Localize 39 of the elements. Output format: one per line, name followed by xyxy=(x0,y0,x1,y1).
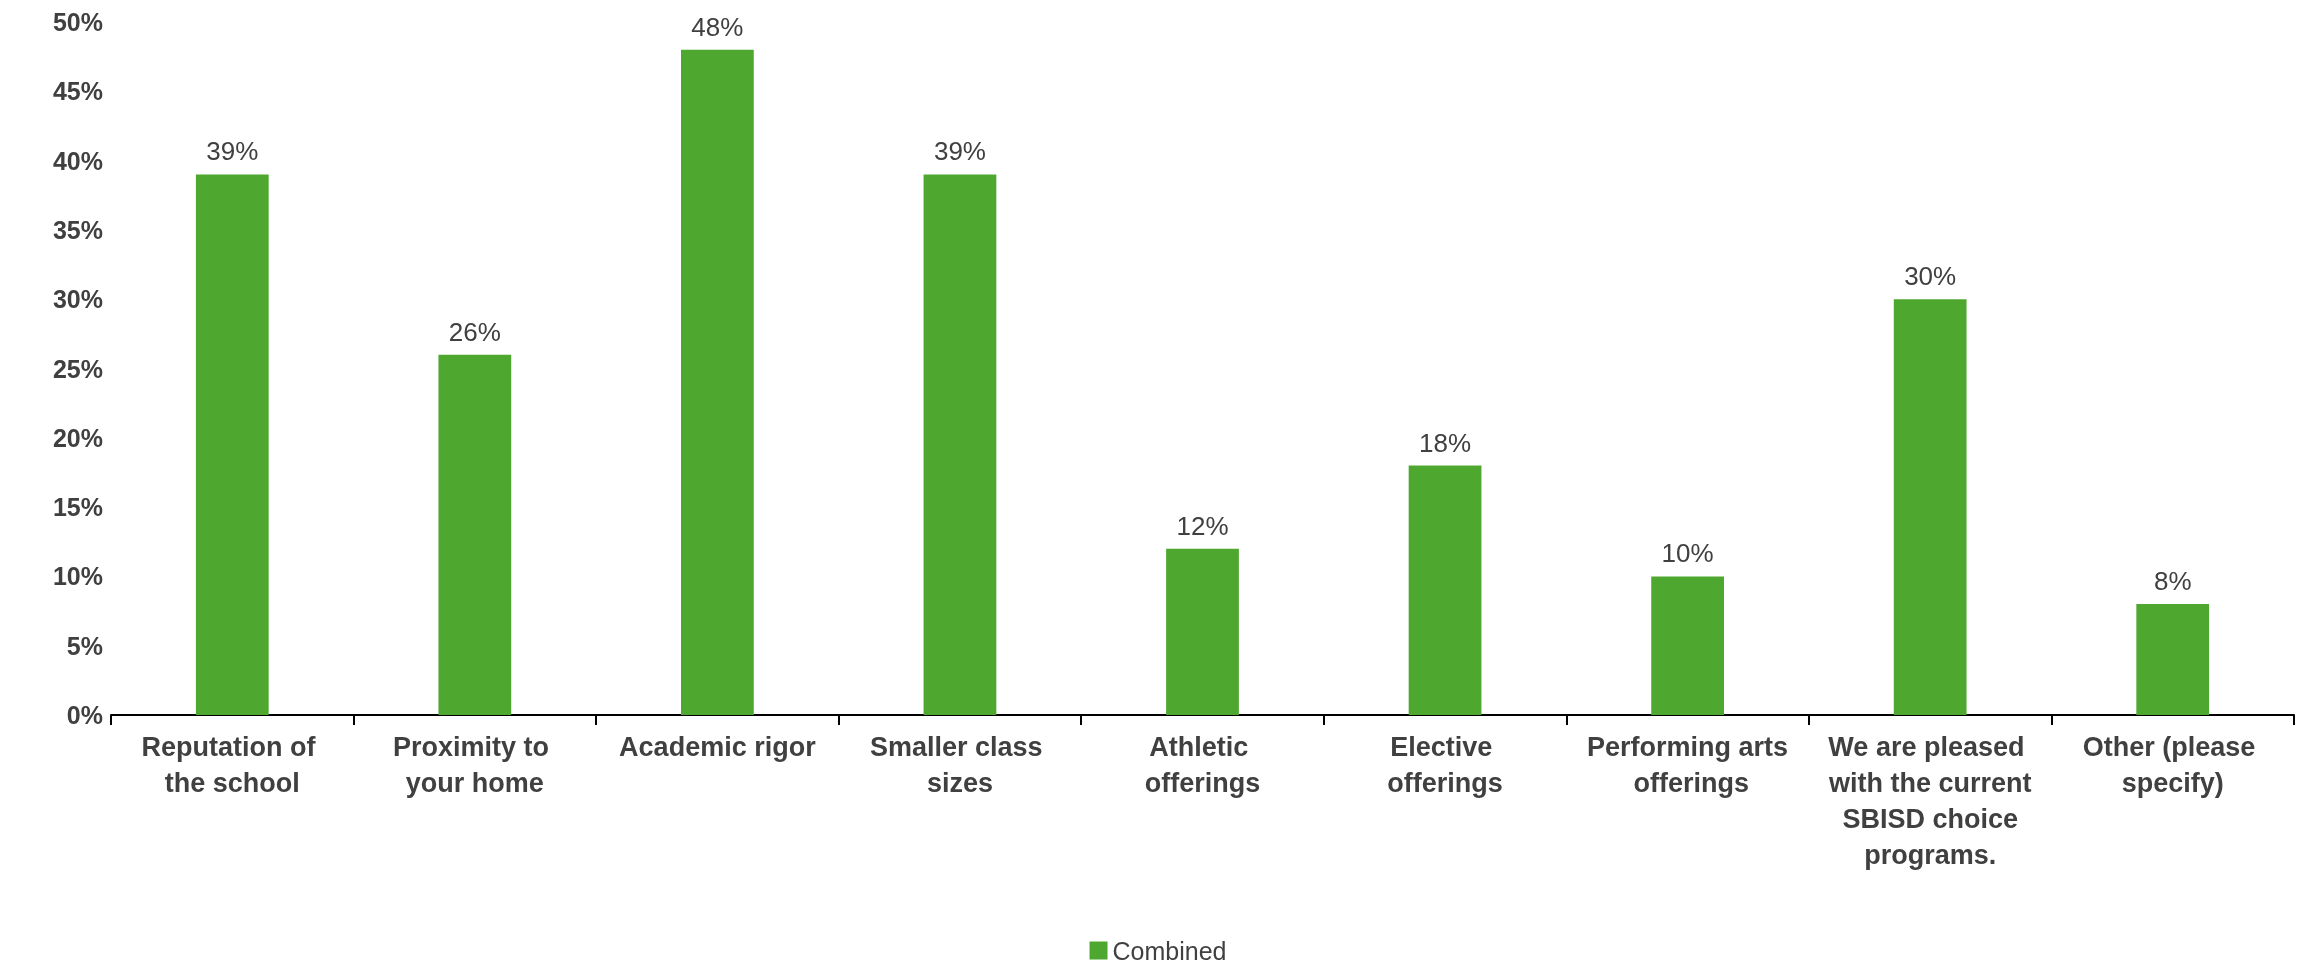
y-tick-label: 40% xyxy=(52,146,103,175)
bar xyxy=(1893,299,1967,715)
bar xyxy=(1408,465,1482,715)
data-label: 26% xyxy=(448,316,501,347)
x-tick-label: We are pleased with the current SBISD choice programs. xyxy=(1827,732,2032,870)
y-tick-label: 35% xyxy=(52,215,103,244)
x-tick-label: Proximity to your home xyxy=(393,732,557,798)
data-label: 10% xyxy=(1661,538,1714,569)
bar xyxy=(2136,604,2210,715)
y-tick-label: 30% xyxy=(52,285,103,314)
x-tick-label: Performing arts offerings xyxy=(1587,732,1789,798)
x-tick-label: Smaller class sizes xyxy=(869,732,1051,798)
data-label: 18% xyxy=(1419,427,1472,458)
bar xyxy=(438,354,512,715)
y-tick-label: 45% xyxy=(52,77,103,106)
data-label: 39% xyxy=(933,136,986,167)
y-tick-label: 5% xyxy=(66,631,103,660)
bar xyxy=(681,49,754,715)
bar xyxy=(195,174,269,715)
data-label: 48% xyxy=(691,11,744,42)
bar xyxy=(923,174,997,715)
bar xyxy=(1166,548,1239,715)
data-label: 39% xyxy=(206,136,259,167)
x-tick-label: Other (please specify) xyxy=(2082,732,2263,798)
y-tick-label: 10% xyxy=(52,562,103,591)
y-tick-label: 15% xyxy=(52,493,103,522)
y-tick-label: 25% xyxy=(52,354,103,383)
x-tick-label: Academic rigor xyxy=(619,732,817,762)
y-tick-label: 0% xyxy=(66,701,103,729)
data-label: 8% xyxy=(2153,566,2192,597)
x-tick-label: Athletic offerings xyxy=(1144,732,1261,798)
legend-label: Combined xyxy=(1112,936,1227,965)
data-label: 12% xyxy=(1176,510,1229,541)
x-tick-label: Elective offerings xyxy=(1387,732,1503,798)
y-tick-label: 20% xyxy=(52,423,103,452)
x-tick-label: Reputation of the school xyxy=(141,732,324,798)
data-label: 30% xyxy=(1904,261,1957,292)
y-tick-label: 50% xyxy=(52,8,103,36)
bar xyxy=(1651,576,1724,715)
